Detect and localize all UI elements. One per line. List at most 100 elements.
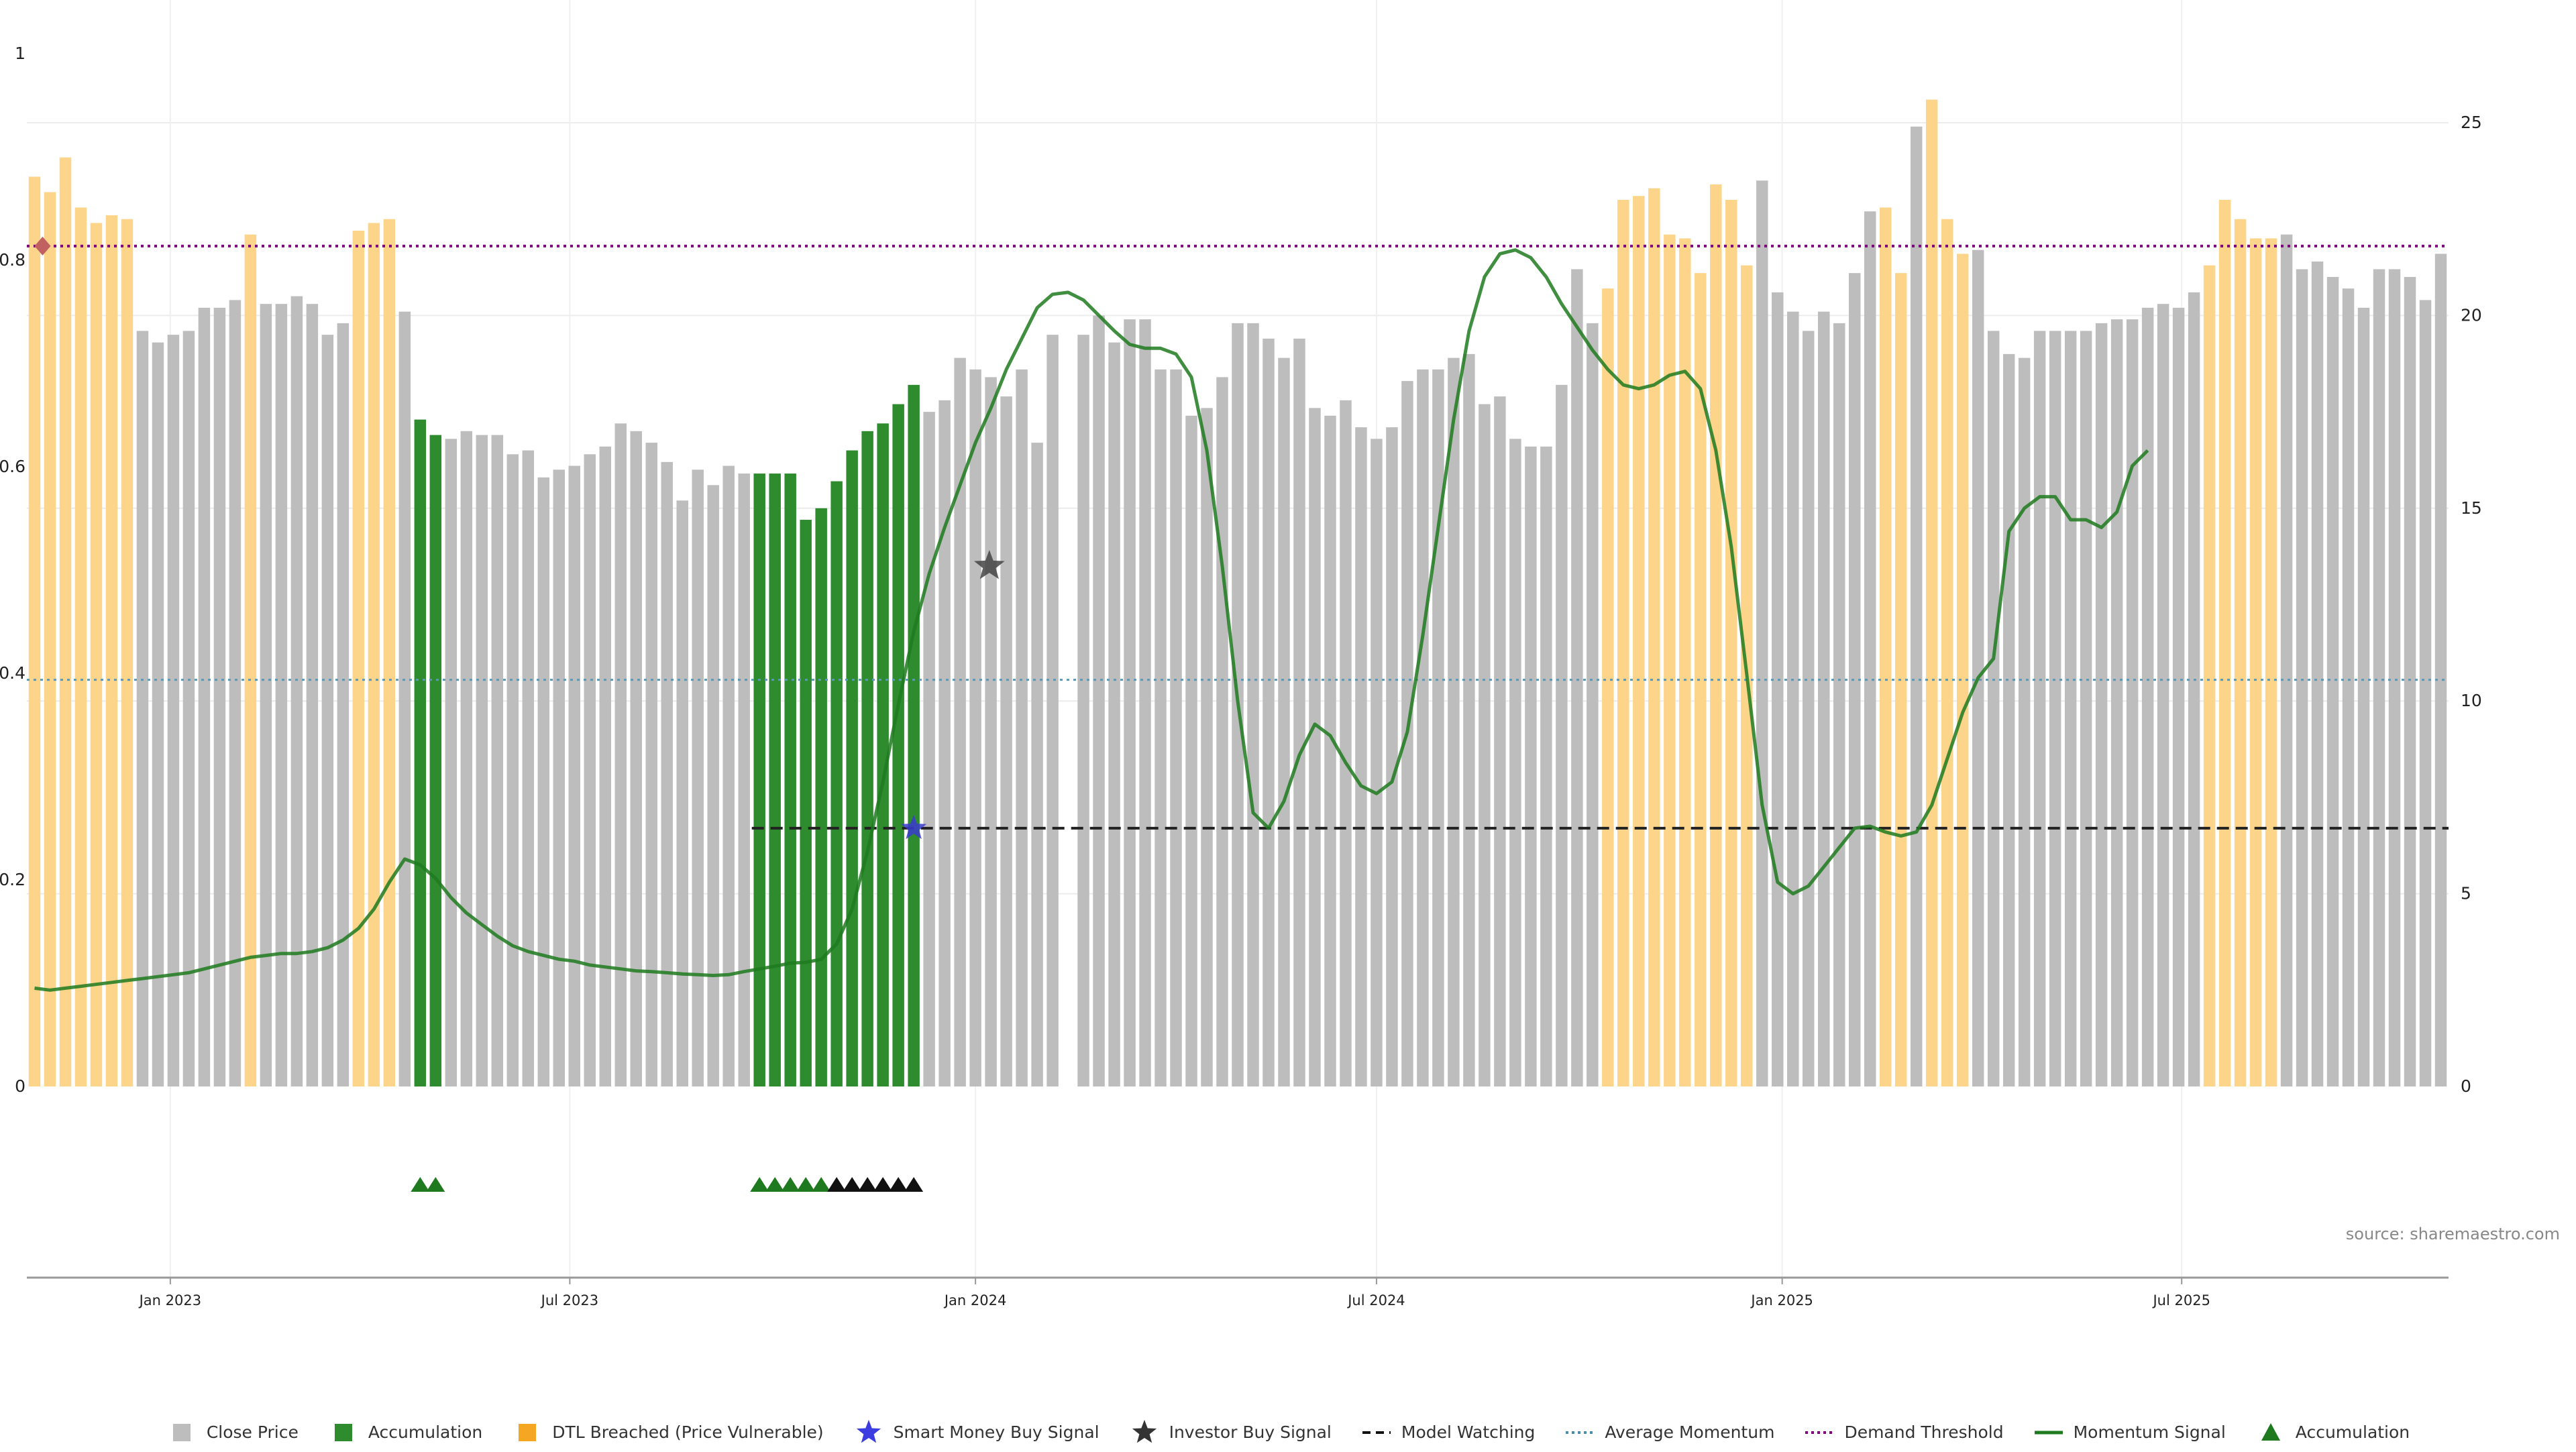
close-price-bar: [1108, 342, 1120, 1086]
accumulation-bar: [753, 473, 765, 1086]
close-price-bar: [1987, 331, 2000, 1087]
accumulation-triangle: [781, 1177, 800, 1192]
close-price-bar: [2404, 276, 2416, 1086]
dtl-breached-bar: [44, 192, 56, 1086]
close-price-bar: [290, 296, 303, 1086]
close-price-bar: [1324, 415, 1336, 1086]
close-price-bar: [337, 323, 350, 1086]
close-price-bar: [275, 304, 288, 1086]
close-price-bar: [1417, 369, 1429, 1086]
legend-triangle: [2261, 1423, 2280, 1441]
accumulation-bar: [861, 431, 873, 1086]
dtl-breached-bar: [1617, 199, 1629, 1087]
close-price-bar: [1448, 357, 1460, 1087]
close-price-bar: [1463, 353, 1475, 1086]
threshold-diamond-marker: [34, 236, 51, 256]
close-price-bar: [553, 469, 566, 1086]
accumulation-bar: [429, 435, 442, 1086]
dtl-breached-bar: [1695, 273, 1707, 1086]
legend-swatch-icon: [172, 1424, 191, 1441]
close-price-bar: [1016, 369, 1028, 1086]
accumulation-triangle: [796, 1177, 816, 1192]
close-price-bar: [599, 446, 611, 1086]
legend-item: Accumulation: [2255, 1418, 2410, 1445]
accumulation-bar: [846, 450, 858, 1086]
accumulation-triangle-black: [843, 1177, 862, 1192]
close-price-bar: [445, 439, 458, 1086]
accumulation-bar: [908, 384, 920, 1086]
accumulation-bar: [414, 419, 427, 1086]
legend-swatch-icon: [1362, 1431, 1391, 1434]
legend-label: Investor Buy Signal: [1169, 1422, 1332, 1442]
legend-swatch-icon: [2034, 1431, 2063, 1435]
dtl-breached-bar: [383, 219, 396, 1087]
close-price-bar: [2388, 269, 2401, 1086]
legend-label: Average Momentum: [1605, 1422, 1775, 1442]
close-price-bar: [707, 485, 719, 1086]
smart-money-buy-star: [901, 814, 927, 840]
dtl-breached-bar: [1679, 238, 1691, 1087]
close-price-bar: [476, 435, 488, 1086]
accumulation-bar: [769, 473, 781, 1086]
close-price-bar: [614, 423, 627, 1086]
dtl-breached-bar: [1602, 288, 1614, 1086]
close-price-bar: [398, 311, 411, 1087]
close-price-bar: [985, 377, 997, 1087]
close-price-bar: [2188, 292, 2200, 1086]
right-axis-tick-label: 15: [2461, 498, 2482, 518]
close-price-bar: [2326, 276, 2339, 1086]
close-price-bar: [661, 461, 673, 1086]
dtl-breached-bar: [1941, 219, 1953, 1087]
close-price-bar: [460, 431, 473, 1086]
close-price-bar: [2033, 331, 2046, 1087]
accumulation-triangle-black: [873, 1177, 893, 1192]
close-price-bar: [1803, 331, 1815, 1087]
dtl-breached-bar: [105, 215, 118, 1086]
legend-item: Demand Threshold: [1804, 1418, 2004, 1445]
signal-markers: [34, 236, 1005, 1192]
close-price-bar: [198, 307, 211, 1086]
x-axis-tick-label: Jul 2024: [1346, 1292, 1405, 1308]
left-axis-tick-label: 0.4: [0, 663, 25, 683]
legend-label: Accumulation: [2295, 1422, 2410, 1442]
close-price-bar: [1432, 369, 1444, 1086]
legend-swatch-icon: [1566, 1431, 1595, 1434]
close-price-bar: [213, 307, 226, 1086]
close-price-bar: [568, 465, 581, 1086]
right-axis-tick-label: 25: [2461, 113, 2482, 132]
accumulation-bar: [892, 404, 904, 1086]
close-price-bar: [1000, 396, 1012, 1087]
dtl-breached-bar: [59, 157, 72, 1087]
close-price-bar: [1278, 357, 1290, 1087]
legend-item: Accumulation: [328, 1418, 482, 1445]
legend-label: Model Watching: [1401, 1422, 1536, 1442]
close-price-bar: [1540, 446, 1552, 1086]
close-price-bar: [321, 335, 334, 1086]
accumulation-bar: [784, 473, 796, 1086]
source-label: source: sharemaestro.com: [2346, 1225, 2560, 1243]
close-price-bar: [1263, 338, 1275, 1087]
close-price-bar: [1077, 335, 1089, 1086]
close-price-bar: [2296, 269, 2308, 1086]
close-price-bar: [2419, 300, 2432, 1087]
close-price-bar: [2002, 353, 2015, 1086]
close-price-bar: [1046, 335, 1059, 1086]
close-price-bar: [2157, 304, 2169, 1086]
dtl-breached-bar: [2265, 238, 2277, 1087]
close-price-bar: [167, 335, 180, 1086]
close-price-bar: [923, 412, 935, 1086]
accumulation-triangle: [765, 1177, 785, 1192]
accumulation-triangle-black: [827, 1177, 847, 1192]
close-price-bar: [1972, 249, 1984, 1087]
legend-label: Close Price: [206, 1422, 299, 1442]
close-price-bars: [28, 99, 2447, 1087]
dtl-breached-bar: [121, 219, 133, 1087]
legend-item: DTL Breached (Price Vulnerable): [512, 1418, 824, 1445]
legend-label: Momentum Signal: [2073, 1422, 2226, 1442]
legend-swatch-icon: [1132, 1420, 1157, 1443]
close-price-bar: [2126, 319, 2139, 1087]
legend-label: Smart Money Buy Signal: [893, 1422, 1099, 1442]
close-price-bar: [1556, 384, 1568, 1086]
close-price-bar: [1525, 446, 1537, 1086]
